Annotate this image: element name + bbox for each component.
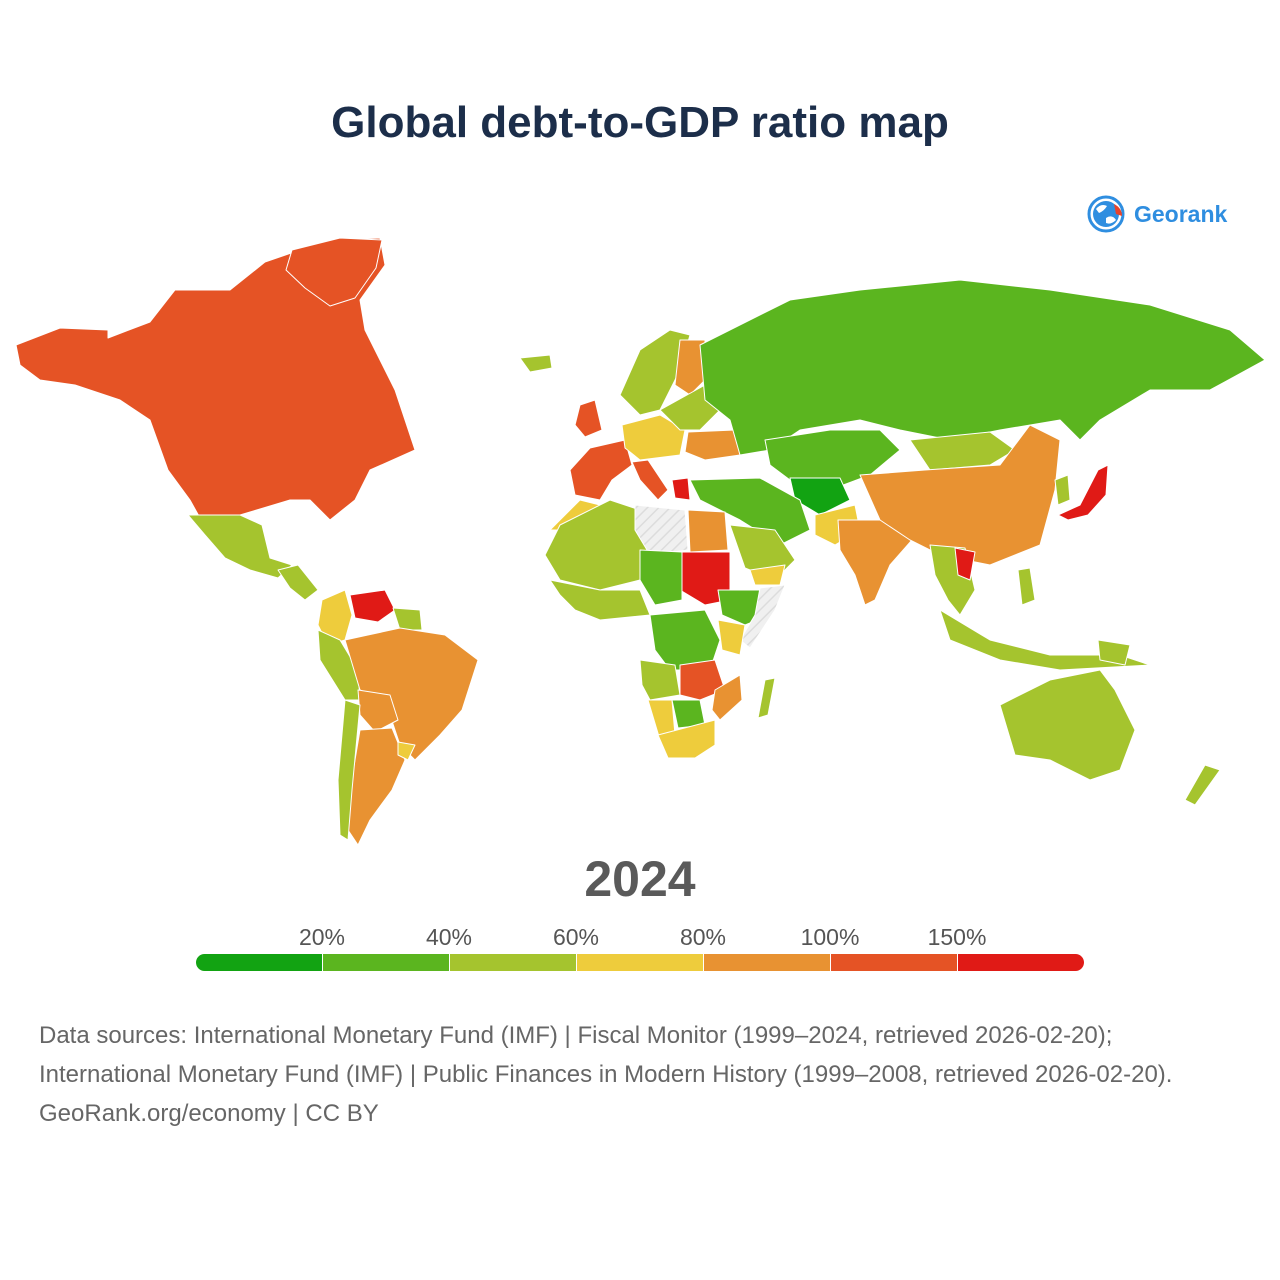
year-label: 2024 <box>584 851 696 907</box>
region-egypt[interactable] <box>687 509 729 553</box>
region-indonesia[interactable] <box>939 609 1151 671</box>
region-new-zealand[interactable] <box>1184 764 1221 806</box>
region-uruguay[interactable] <box>397 741 416 761</box>
region-mozambique[interactable] <box>711 674 743 721</box>
region-mexico[interactable] <box>187 514 293 579</box>
legend-label: 80% <box>679 924 727 950</box>
legend-bin[interactable] <box>577 954 704 971</box>
legend-label: 40% <box>425 924 473 950</box>
legend-bin[interactable] <box>450 954 577 971</box>
region-somalia[interactable] <box>739 584 786 649</box>
region-japan[interactable] <box>1057 464 1109 521</box>
legend-bin[interactable] <box>196 954 323 971</box>
legend-label: 20% <box>298 924 346 950</box>
region-venezuela[interactable] <box>349 589 396 623</box>
globe-icon <box>1087 195 1125 233</box>
region-kenya[interactable] <box>717 619 746 656</box>
region-australia[interactable] <box>999 669 1136 781</box>
region-iceland[interactable] <box>519 354 553 373</box>
attribution-text[interactable]: GeoRank.org/economy | CC BY <box>39 1100 379 1127</box>
region-central-america[interactable] <box>277 564 319 601</box>
region-chile[interactable] <box>337 699 361 841</box>
region-mongolia[interactable] <box>909 431 1016 471</box>
legend-label: 60% <box>552 924 600 950</box>
region-finland[interactable] <box>674 339 706 396</box>
sources-note: Data sources: International Monetary Fun… <box>39 1016 1239 1133</box>
data-sources-text: Data sources: International Monetary Fun… <box>39 1022 1173 1088</box>
region-russia[interactable] <box>699 279 1266 456</box>
region-turkey-middle-east[interactable] <box>689 477 811 546</box>
brand-logo[interactable]: Georank <box>1086 194 1227 234</box>
region-korea[interactable] <box>1054 474 1071 506</box>
region-central-europe[interactable] <box>621 414 686 461</box>
region-angola[interactable] <box>639 659 681 701</box>
legend-bin[interactable] <box>831 954 958 971</box>
page-title: Global debt-to-GDP ratio map <box>331 98 949 147</box>
region-france-spain[interactable] <box>569 439 633 501</box>
region-greenland[interactable] <box>285 237 383 307</box>
legend-bin[interactable] <box>323 954 450 971</box>
region-uk[interactable] <box>574 399 603 438</box>
brand-name: Georank <box>1134 200 1228 227</box>
region-greece[interactable] <box>671 477 691 501</box>
region-zambia-malawi[interactable] <box>679 659 726 701</box>
region-yemen[interactable] <box>749 564 786 586</box>
legend-labels: 20% 40% 60% 80% 100% 150% <box>0 924 1280 952</box>
region-philippines[interactable] <box>1017 567 1036 606</box>
region-guyana[interactable] <box>392 607 423 631</box>
region-laos[interactable] <box>954 547 976 581</box>
legend-bin[interactable] <box>958 954 1084 971</box>
region-papua-new-guinea[interactable] <box>1097 639 1131 666</box>
region-italy[interactable] <box>631 459 669 501</box>
world-map <box>15 237 1266 846</box>
legend-label: 150% <box>927 924 987 950</box>
region-west-africa[interactable] <box>549 579 651 621</box>
region-madagascar[interactable] <box>757 677 776 719</box>
region-china[interactable] <box>859 424 1061 566</box>
region-north-america-usa-canada[interactable] <box>15 237 416 521</box>
region-ukraine[interactable] <box>684 429 741 461</box>
region-chad-niger[interactable] <box>639 549 683 606</box>
legend-label: 100% <box>800 924 860 950</box>
legend-color-scale <box>196 954 1084 971</box>
region-south-africa[interactable] <box>657 719 716 759</box>
legend-bin[interactable] <box>704 954 831 971</box>
